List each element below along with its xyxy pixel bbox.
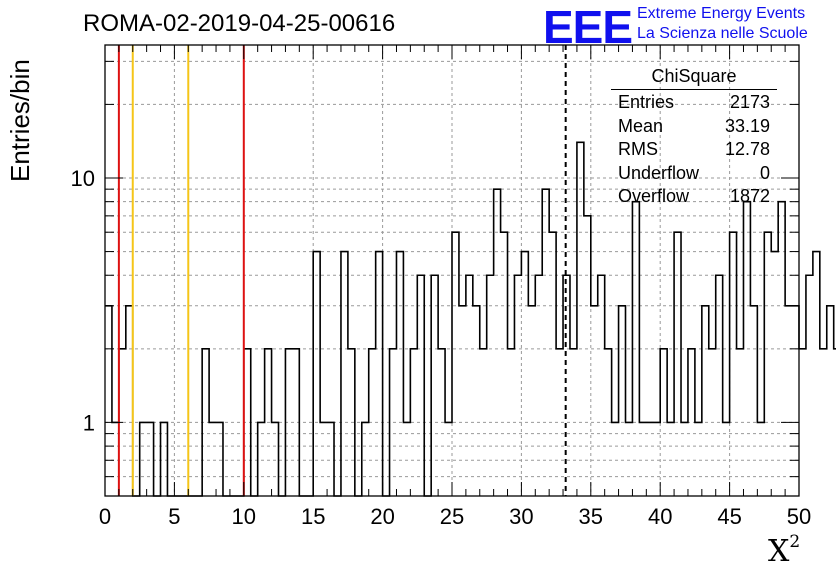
eee-logo: EEE: [543, 1, 633, 53]
x-tick-label: 15: [301, 504, 325, 529]
stats-value: 33.19: [724, 115, 770, 136]
x-axis-label-superscript: 2: [789, 532, 801, 552]
stats-label: RMS: [618, 139, 658, 159]
stats-row-underflow: Underflow 0: [611, 161, 777, 185]
y-tick-label: 10: [71, 166, 95, 191]
reference-lines: [117, 45, 567, 496]
stats-label: Overflow: [618, 186, 690, 206]
x-tick-label: 10: [232, 504, 256, 529]
axis-ticks: 0 5 10 15 20 25 30 35 40 45 50 1 10: [71, 45, 811, 529]
x-tick-label: 30: [509, 504, 533, 529]
chart-title: ROMA-02-2019-04-25-00616: [83, 10, 396, 37]
stats-box: ChiSquare Entries 2173 Mean 33.19 RMS 12.78…: [611, 66, 777, 208]
y-axis-label: Entries/bin: [5, 59, 35, 182]
x-tick-label: 35: [579, 504, 603, 529]
x-tick-label: 5: [168, 504, 180, 529]
histogram-bars: [105, 141, 836, 497]
stats-value: 0: [759, 162, 770, 183]
stats-label: Underflow: [618, 162, 700, 183]
stats-value: 1872: [729, 186, 770, 206]
x-tick-label: 40: [648, 504, 672, 529]
stats-label: Entries: [618, 92, 675, 112]
grid: [105, 45, 799, 496]
stats-label: Mean: [618, 115, 664, 136]
x-axis-label-text: X: [768, 534, 790, 569]
stats-row-overflow: Overflow 1872: [611, 184, 777, 208]
x-axis-label: X2: [768, 532, 801, 569]
x-tick-label: 25: [440, 504, 464, 529]
logo-line-2: La Scienza nelle Scuole: [637, 25, 808, 42]
stats-row-entries: Entries 2173: [611, 90, 777, 114]
y-tick-label: 1: [83, 410, 95, 435]
x-tick-label: 50: [787, 504, 811, 529]
stats-value: 2173: [729, 92, 770, 112]
x-tick-label: 20: [370, 504, 394, 529]
stats-value: 12.78: [724, 139, 770, 159]
x-tick-label: 0: [99, 504, 111, 529]
histogram-outline: [105, 141, 836, 497]
logo-line-1: Extreme Energy Events: [637, 5, 806, 22]
x-tick-label: 45: [717, 504, 741, 529]
stats-row-mean: Mean 33.19: [611, 114, 777, 138]
stats-title: ChiSquare: [611, 66, 777, 90]
stats-row-rms: RMS 12.78: [611, 137, 777, 161]
